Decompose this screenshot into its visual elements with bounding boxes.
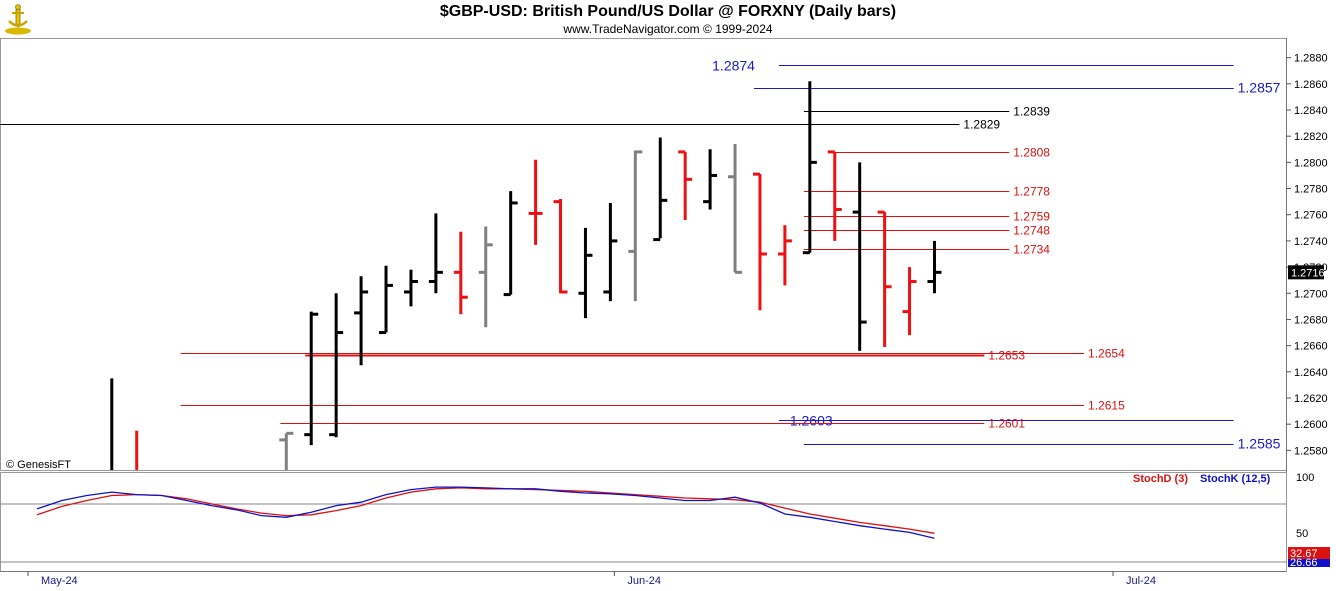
trade-navigator-logo xyxy=(5,4,31,35)
ohlc-bar xyxy=(927,240,942,294)
level-label-1.2874: 1.2874 xyxy=(712,58,755,74)
stoch-tick-label: 50 xyxy=(1296,528,1308,540)
price-tick-label: 1.2680 xyxy=(1294,314,1328,326)
ohlc-bar xyxy=(553,199,568,294)
stochd-line xyxy=(36,487,935,534)
stochastic-panel xyxy=(0,472,1287,572)
ohlc-bar xyxy=(678,150,693,220)
ohlc-bar xyxy=(877,210,892,347)
price-tick-label: 1.2640 xyxy=(1294,367,1328,379)
price-tick-label: 1.2860 xyxy=(1294,79,1328,91)
ohlc-bar xyxy=(628,150,643,302)
chart-title: $GBP-USD: British Pound/US Dollar @ FORX… xyxy=(439,3,897,20)
level-label-1.2615: 1.2615 xyxy=(1088,399,1125,413)
date-axis: May-24 Jun-24 Jul-24 xyxy=(0,571,1286,587)
price-tick-label: 1.2820 xyxy=(1294,131,1328,143)
ohlc-bar xyxy=(902,267,917,336)
price-tick-label: 1.2880 xyxy=(1294,53,1328,65)
stochastic-plot-area xyxy=(0,472,1287,572)
level-label-1.2585: 1.2585 xyxy=(1238,436,1281,452)
stochk-last-badge xyxy=(1288,559,1330,567)
price-tick-label: 1.2760 xyxy=(1294,210,1328,222)
ohlc-bar xyxy=(329,293,344,438)
price-tick-label: 1.2580 xyxy=(1294,445,1328,457)
watermark-genesisft: © GenesisFT xyxy=(6,459,71,471)
date-tick-label: Jun-24 xyxy=(627,575,661,587)
level-label-1.2748: 1.2748 xyxy=(1013,224,1050,238)
stochk-last-label: 26.66 xyxy=(1290,557,1318,569)
ohlc-bars xyxy=(110,81,942,470)
price-tick-label: 1.2600 xyxy=(1294,419,1328,431)
stochd-last-badge xyxy=(1288,547,1330,559)
ohlc-bar xyxy=(403,269,418,307)
chart-subtitle: www.TradeNavigator.com © 1999-2024 xyxy=(563,22,773,36)
stochd-last-label: 32.67 xyxy=(1290,548,1318,560)
ohlc-bar xyxy=(703,149,718,210)
chart-header: $GBP-USD: British Pound/US Dollar @ FORX… xyxy=(0,0,1336,38)
stochk-line xyxy=(36,486,935,539)
price-level-lines: 1.2874 1.2857 1.2839 1.2829 1.2808 1.2778 1.27… xyxy=(0,58,1281,452)
ohlc-bar xyxy=(453,231,468,315)
ohlc-bar xyxy=(578,227,593,319)
ohlc-bar xyxy=(827,150,842,241)
level-label-1.2839: 1.2839 xyxy=(1013,105,1050,119)
level-label-1.2603: 1.2603 xyxy=(790,413,833,429)
level-label-1.2778: 1.2778 xyxy=(1013,185,1050,199)
ohlc-bar xyxy=(279,431,294,470)
price-tick-label: 1.2620 xyxy=(1294,393,1328,405)
level-label-1.2654: 1.2654 xyxy=(1088,347,1125,361)
ohlc-bar xyxy=(478,226,493,328)
legend-stochd: StochD (3) xyxy=(1133,473,1188,485)
level-label-1.2734: 1.2734 xyxy=(1013,243,1050,257)
price-panel xyxy=(0,38,1287,471)
price-tick-label: 1.2740 xyxy=(1294,236,1328,248)
ohlc-bar xyxy=(354,276,369,366)
price-tick-label: 1.2660 xyxy=(1294,341,1328,353)
ohlc-bar xyxy=(653,137,668,242)
ohlc-bar xyxy=(379,265,394,335)
last-price-label: 1.2716 xyxy=(1291,267,1325,279)
date-tick-label: Jul-24 xyxy=(1126,575,1156,587)
level-label-1.2759: 1.2759 xyxy=(1013,210,1050,224)
ohlc-bar xyxy=(304,311,319,446)
level-label-1.2653: 1.2653 xyxy=(988,349,1025,363)
ohlc-bar xyxy=(802,81,817,255)
price-tick-label: 1.2780 xyxy=(1294,184,1328,196)
legend-stochk: StochK (12,5) xyxy=(1200,473,1271,485)
last-price-badge xyxy=(1288,265,1324,280)
price-tick-label: 1.2840 xyxy=(1294,105,1328,117)
ohlc-bar xyxy=(852,162,867,351)
level-label-1.2857: 1.2857 xyxy=(1238,80,1281,96)
stoch-tick-label: 100 xyxy=(1296,472,1314,484)
level-label-1.2601: 1.2601 xyxy=(988,417,1025,431)
ohlc-bar xyxy=(428,213,443,294)
level-label-1.2829: 1.2829 xyxy=(963,118,1000,132)
level-label-1.2808: 1.2808 xyxy=(1013,146,1050,160)
ohlc-bar xyxy=(752,172,767,311)
ohlc-bar xyxy=(503,191,518,297)
ohlc-bar xyxy=(528,159,543,245)
price-axis: 1.2880 1.2860 1.2840 1.2820 1.2800 1.2780 1.27… xyxy=(1286,38,1328,571)
ohlc-bar xyxy=(777,225,792,286)
price-tick-label: 1.2700 xyxy=(1294,288,1328,300)
ohlc-bar xyxy=(603,202,618,302)
ohlc-bar xyxy=(728,144,743,274)
price-plot-area xyxy=(0,38,1287,471)
stochastic-lines xyxy=(36,486,935,539)
price-tick-label: 1.2800 xyxy=(1294,157,1328,169)
date-tick-label: May-24 xyxy=(41,575,78,587)
